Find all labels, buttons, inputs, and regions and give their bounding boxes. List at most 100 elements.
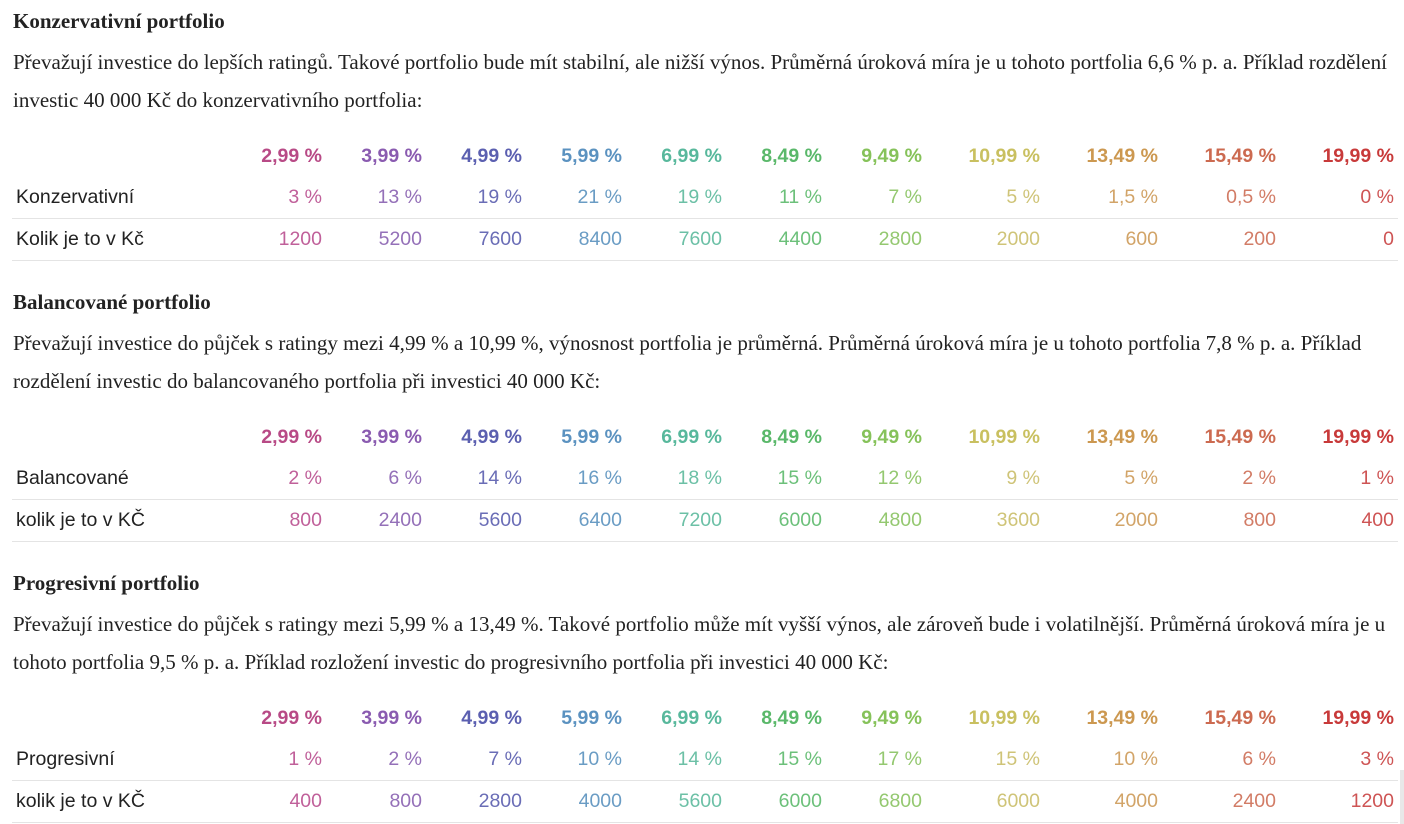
table-cell: 2000 — [996, 228, 1040, 250]
table-cell: 2800 — [478, 790, 522, 812]
table-cell: 5 % — [1006, 186, 1040, 208]
table-cell: 6000 — [778, 790, 822, 812]
section-title: Balancované portfolio — [13, 290, 211, 314]
amount-row: kolik je to v KČ 400 800 2800 4000 5600 … — [12, 781, 1398, 823]
table-cell: 1 % — [288, 748, 322, 770]
section-description: Převažují investice do půjček s ratingy … — [13, 612, 1386, 674]
percent-row: Konzervativní 3 % 13 % 19 % 21 % 19 % 11… — [12, 177, 1398, 219]
section-description: Převažují investice do lepších ratingů. … — [13, 50, 1387, 112]
section-title: Konzervativní portfolio — [13, 9, 225, 33]
rating-header-cell: 9,49 % — [861, 426, 922, 448]
amount-row: kolik je to v KČ 800 2400 5600 6400 7200… — [12, 500, 1398, 542]
table-cell: 2800 — [878, 228, 922, 250]
table-cell: 5600 — [478, 509, 522, 531]
table-cell: 15 % — [777, 467, 822, 489]
row-label: kolik je to v KČ — [16, 790, 145, 812]
rating-header-cell: 13,49 % — [1086, 145, 1158, 167]
table-cell: 11 % — [779, 186, 822, 208]
table-cell: 400 — [1361, 509, 1394, 531]
table-cell: 14 % — [477, 467, 522, 489]
allocation-table: 2,99 % 3,99 % 4,99 % 5,99 % 6,99 % 8,49 … — [12, 136, 1398, 261]
rating-header-cell: 19,99 % — [1322, 145, 1394, 167]
rating-header-cell: 5,99 % — [561, 707, 622, 729]
table-cell: 4800 — [878, 509, 922, 531]
table-cell: 0 % — [1360, 186, 1394, 208]
percent-row: Progresivní 1 % 2 % 7 % 10 % 14 % 15 % 1… — [12, 739, 1398, 781]
table-cell: 12 % — [877, 467, 922, 489]
table-cell: 2 % — [1242, 467, 1276, 489]
rating-header-cell: 6,99 % — [661, 707, 722, 729]
table-cell: 8400 — [578, 228, 622, 250]
table-cell: 3 % — [288, 186, 322, 208]
table-cell: 2400 — [378, 509, 422, 531]
table-cell: 4000 — [1114, 790, 1158, 812]
rating-header-cell: 2,99 % — [261, 145, 322, 167]
table-cell: 4000 — [578, 790, 622, 812]
rating-header-cell: 13,49 % — [1086, 707, 1158, 729]
table-cell: 1 % — [1360, 467, 1394, 489]
table-cell: 14 % — [677, 748, 722, 770]
table-cell: 5 % — [1124, 467, 1158, 489]
amount-row: Kolik je to v Kč 1200 5200 7600 8400 760… — [12, 219, 1398, 261]
table-cell: 2 % — [388, 748, 422, 770]
rating-header-cell: 6,99 % — [661, 426, 722, 448]
table-cell: 200 — [1243, 228, 1276, 250]
table-cell: 19 % — [677, 186, 722, 208]
table-cell: 1,5 % — [1108, 186, 1158, 208]
table-cell: 2400 — [1232, 790, 1276, 812]
table-cell: 3 % — [1360, 748, 1394, 770]
percent-row: Balancované 2 % 6 % 14 % 16 % 18 % 15 % … — [12, 458, 1398, 500]
rating-header-cell: 3,99 % — [361, 707, 422, 729]
row-label: Progresivní — [16, 748, 115, 770]
table-cell: 3600 — [996, 509, 1040, 531]
table-cell: 6400 — [578, 509, 622, 531]
table-cell: 6000 — [778, 509, 822, 531]
rating-header-cell: 8,49 % — [761, 426, 822, 448]
table-cell: 15 % — [995, 748, 1040, 770]
rating-header-cell: 9,49 % — [861, 707, 922, 729]
scrollbar[interactable] — [1400, 770, 1404, 824]
rating-header-cell: 10,99 % — [968, 426, 1040, 448]
rating-header-cell: 4,99 % — [461, 707, 522, 729]
table-cell: 10 % — [577, 748, 622, 770]
table-cell: 4400 — [778, 228, 822, 250]
table-cell: 6 % — [1242, 748, 1276, 770]
allocation-table: 2,99 % 3,99 % 4,99 % 5,99 % 6,99 % 8,49 … — [12, 698, 1398, 823]
table-cell: 16 % — [577, 467, 622, 489]
rating-header-cell: 9,49 % — [861, 145, 922, 167]
table-cell: 7600 — [478, 228, 522, 250]
rating-header-row: 2,99 % 3,99 % 4,99 % 5,99 % 6,99 % 8,49 … — [12, 417, 1398, 458]
rating-header-cell: 19,99 % — [1322, 707, 1394, 729]
rating-header-cell: 15,49 % — [1204, 426, 1276, 448]
table-cell: 1200 — [1350, 790, 1394, 812]
table-cell: 5200 — [378, 228, 422, 250]
rating-header-cell: 8,49 % — [761, 707, 822, 729]
row-label: Kolik je to v Kč — [16, 228, 144, 250]
table-cell: 19 % — [477, 186, 522, 208]
table-cell: 7 % — [888, 186, 922, 208]
section-description: Převažují investice do půjček s ratingy … — [13, 331, 1362, 393]
rating-header-cell: 3,99 % — [361, 426, 422, 448]
rating-header-cell: 15,49 % — [1204, 145, 1276, 167]
allocation-table: 2,99 % 3,99 % 4,99 % 5,99 % 6,99 % 8,49 … — [12, 417, 1398, 542]
table-cell: 2000 — [1114, 509, 1158, 531]
rating-header-cell: 13,49 % — [1086, 426, 1158, 448]
table-cell: 6800 — [878, 790, 922, 812]
rating-header-cell: 8,49 % — [761, 145, 822, 167]
row-label: Balancované — [16, 467, 129, 489]
table-cell: 7600 — [678, 228, 722, 250]
rating-header-cell: 10,99 % — [968, 145, 1040, 167]
rating-header-cell: 10,99 % — [968, 707, 1040, 729]
rating-header-row: 2,99 % 3,99 % 4,99 % 5,99 % 6,99 % 8,49 … — [12, 136, 1398, 177]
rating-header-cell: 19,99 % — [1322, 426, 1394, 448]
table-cell: 6 % — [388, 467, 422, 489]
rating-header-cell: 2,99 % — [261, 707, 322, 729]
table-cell: 800 — [389, 790, 422, 812]
rating-header-cell: 5,99 % — [561, 426, 622, 448]
table-cell: 6000 — [996, 790, 1040, 812]
table-cell: 1200 — [278, 228, 322, 250]
table-cell: 5600 — [678, 790, 722, 812]
table-cell: 10 % — [1113, 748, 1158, 770]
table-cell: 800 — [1243, 509, 1276, 531]
table-cell: 0,5 % — [1226, 186, 1276, 208]
